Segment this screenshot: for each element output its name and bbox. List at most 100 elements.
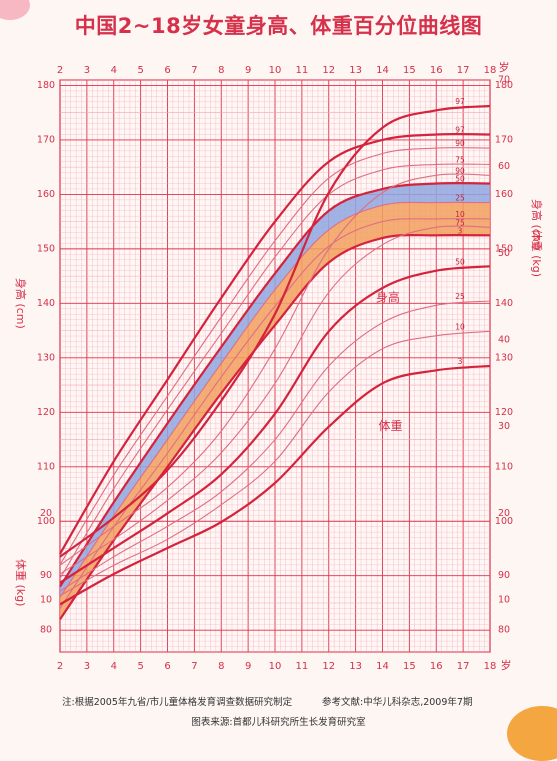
x-tick-label-bottom: 17 <box>457 661 470 672</box>
weight-percentile-label: 97 <box>455 97 465 106</box>
x-tick-label-bottom: 10 <box>269 661 282 672</box>
x-tick-label-bottom: 13 <box>349 661 362 672</box>
x-axis-unit-bottom: 岁 <box>501 658 512 672</box>
height-percentile-label: 90 <box>455 139 465 148</box>
weight-curve-p25 <box>59 300 491 592</box>
x-tick-label-top: 15 <box>403 65 416 76</box>
height-percentile-label: 97 <box>455 125 465 134</box>
height-percentile-label: 10 <box>455 210 465 219</box>
height-tick-left: 140 <box>37 298 55 309</box>
x-tick-label-top: 16 <box>430 65 443 76</box>
height-curve-p50 <box>59 182 491 588</box>
weight-percentile-label: 10 <box>455 322 465 331</box>
x-tick-label-top: 2 <box>57 65 63 76</box>
chart-source-note: 图表来源:首都儿科研究所生长发育研究室 <box>191 717 366 728</box>
weight-tick-right: 60 <box>498 161 510 172</box>
x-tick-label-bottom: 9 <box>245 661 251 672</box>
x-tick-label-top: 11 <box>296 65 309 76</box>
weight-curve-p3 <box>59 364 491 606</box>
weight-percentile-label: 25 <box>455 292 465 301</box>
height-tick-right: 120 <box>495 407 513 418</box>
x-tick-label-bottom: 4 <box>111 661 117 672</box>
weight-tick-right: 40 <box>498 335 510 346</box>
height-axis-label-left: 身高 (cm) <box>14 278 28 329</box>
height-tick-right: 140 <box>495 298 513 309</box>
weight-percentile-label: 3 <box>458 357 463 366</box>
decorative-shape-top <box>0 0 30 20</box>
weight-tick-right: 70 <box>498 75 510 86</box>
height-axis-label-right: 身高 (cm) <box>530 199 544 250</box>
x-tick-label-top: 10 <box>269 65 282 76</box>
x-tick-label-top: 8 <box>218 65 224 76</box>
height-tick-left: 160 <box>37 189 55 200</box>
height-tick-right: 170 <box>495 134 513 145</box>
x-tick-label-top: 7 <box>191 65 197 76</box>
x-tick-label-bottom: 8 <box>218 661 224 672</box>
x-tick-label-bottom: 14 <box>376 661 389 672</box>
height-tick-left: 100 <box>37 516 55 527</box>
height-tick-left: 130 <box>37 352 55 363</box>
height-percentile-label: 50 <box>455 175 465 184</box>
height-curve-p3 <box>59 233 491 620</box>
height-tick-left: 120 <box>37 407 55 418</box>
weight-axis-label-left: 体重 (kg) <box>14 559 28 606</box>
height-tick-right: 160 <box>495 189 513 200</box>
reference-note: 参考文献:中华儿科杂志,2009年7期 <box>322 697 473 708</box>
page-title: 中国2~18岁女童身高、体重百分位曲线图 <box>74 14 483 38</box>
height-percentile-label: 3 <box>458 226 463 235</box>
height-curve-p97 <box>59 133 491 555</box>
height-tick-left: 170 <box>37 134 55 145</box>
height-tick-right: 130 <box>495 352 513 363</box>
height-tick-right: 90 <box>498 570 510 581</box>
x-tick-label-top: 4 <box>111 65 117 76</box>
x-tick-label-bottom: 18 <box>484 661 497 672</box>
weight-percentile-label: 75 <box>455 218 465 227</box>
x-tick-label-bottom: 7 <box>191 661 197 672</box>
weight-series-label: 体重 <box>379 419 403 433</box>
height-curve-p75 <box>59 163 491 579</box>
x-tick-label-top: 5 <box>137 65 143 76</box>
x-tick-label-top: 12 <box>322 65 335 76</box>
height-tick-left: 180 <box>37 80 55 91</box>
height-percentile-label: 25 <box>455 194 465 203</box>
x-tick-label-top: 17 <box>457 65 470 76</box>
height-tick-right: 110 <box>495 461 513 472</box>
weight-tick-right: 10 <box>498 595 510 606</box>
weight-tick-right: 50 <box>498 248 510 259</box>
height-tick-left: 110 <box>37 461 55 472</box>
x-tick-label-top: 9 <box>245 65 251 76</box>
weight-percentile-label: 50 <box>455 257 465 266</box>
x-tick-label-top: 13 <box>349 65 362 76</box>
height-tick-left: 90 <box>40 570 52 581</box>
weight-percentile-label: 90 <box>455 166 465 175</box>
x-axis-unit-top: 岁 <box>499 60 510 74</box>
weight-curve-p75 <box>59 225 491 575</box>
x-tick-label-bottom: 3 <box>84 661 90 672</box>
x-tick-label-top: 6 <box>164 65 170 76</box>
growth-chart: 2 2 3 3 4 4 5 5 6 6 7 7 8 8 9 9 10 10 11 11 12 12 13 13 14 14 15 15… <box>14 60 544 672</box>
weight-tick-left: 20 <box>40 508 52 519</box>
height-curve-p25 <box>59 201 491 598</box>
weight-tick-right: 20 <box>498 508 510 519</box>
x-tick-label-bottom: 2 <box>57 661 63 672</box>
x-tick-label-bottom: 15 <box>403 661 416 672</box>
x-tick-label-top: 3 <box>84 65 90 76</box>
x-tick-label-top: 18 <box>484 65 497 76</box>
height-curve-p10 <box>59 218 491 609</box>
weight-curve-p50 <box>59 265 491 584</box>
x-tick-label-bottom: 11 <box>296 661 309 672</box>
source-note: 注:根据2005年九省/市儿童体格发育调查数据研究制定 <box>62 697 293 708</box>
x-tick-label-bottom: 12 <box>322 661 335 672</box>
height-series-label: 身高 <box>376 289 400 304</box>
height-curve-p90 <box>59 147 491 566</box>
height-tick-right: 100 <box>495 516 513 527</box>
x-tick-label-bottom: 16 <box>430 661 443 672</box>
weight-tick-right: 30 <box>498 421 510 432</box>
height-percentile-label: 75 <box>455 155 465 164</box>
x-tick-label-top: 14 <box>376 65 389 76</box>
x-tick-label-bottom: 5 <box>137 661 143 672</box>
weight-curve-p10 <box>59 330 491 597</box>
height-tick-right: 180 <box>495 80 513 91</box>
height-tick-left: 150 <box>37 243 55 254</box>
